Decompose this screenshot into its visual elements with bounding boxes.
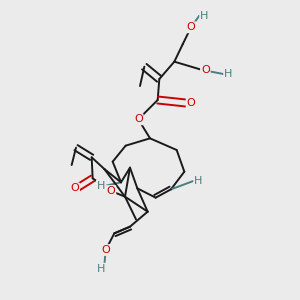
Text: O: O — [70, 183, 79, 193]
Text: H: H — [194, 176, 202, 186]
Text: H: H — [97, 264, 106, 274]
Text: O: O — [187, 22, 195, 32]
Text: H: H — [200, 11, 208, 21]
Text: O: O — [201, 65, 210, 75]
Text: O: O — [106, 186, 116, 196]
Text: O: O — [187, 98, 195, 108]
Text: O: O — [101, 245, 110, 255]
Text: O: O — [134, 114, 143, 124]
Text: H: H — [224, 69, 232, 79]
Text: H: H — [97, 181, 105, 191]
